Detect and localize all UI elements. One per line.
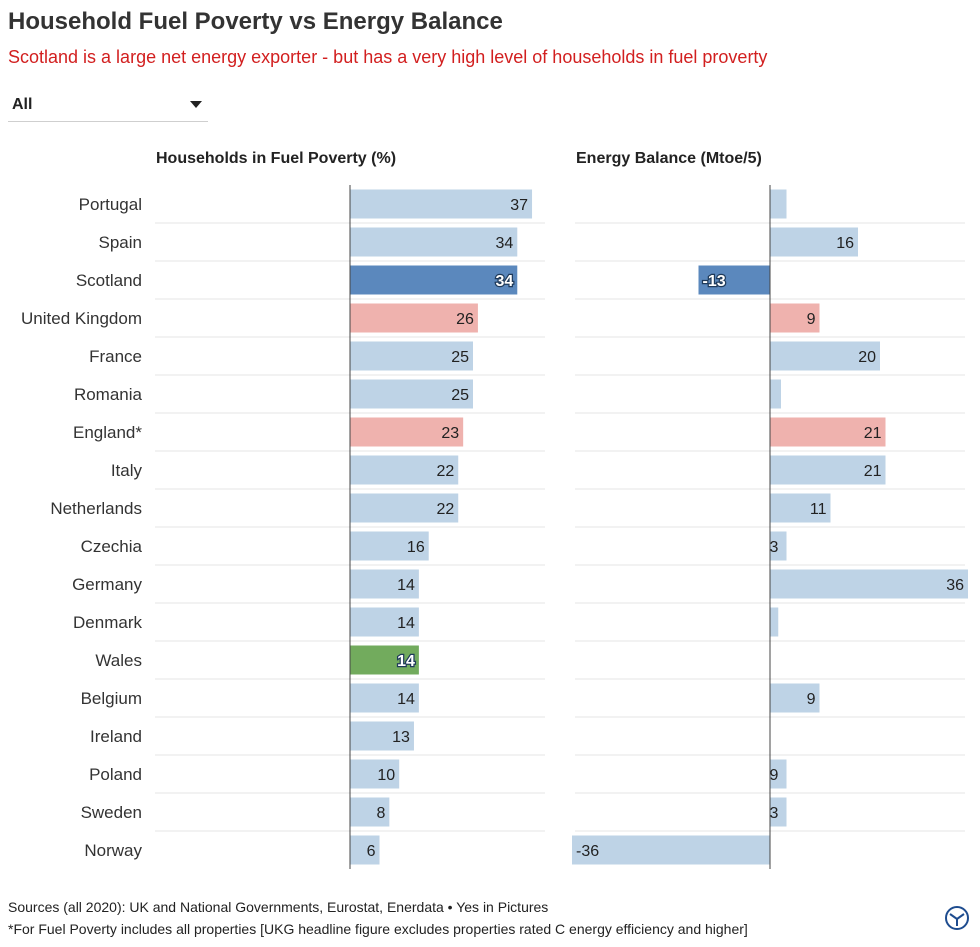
fuel-bar[interactable] (350, 759, 400, 789)
energy-bar[interactable] (770, 607, 779, 637)
energy-bar[interactable] (770, 455, 886, 485)
energy-bar[interactable] (770, 797, 787, 827)
energy-bar[interactable] (770, 227, 858, 257)
fuel-data-label: 22 (436, 463, 454, 480)
energy-bar[interactable] (770, 759, 787, 789)
category-label: Denmark (73, 613, 142, 632)
fuel-poverty-title: Households in Fuel Poverty (%) (156, 150, 397, 167)
energy-bar[interactable] (770, 417, 886, 447)
fuel-bar[interactable] (350, 265, 518, 295)
energy-bar[interactable] (770, 493, 831, 523)
fuel-data-label: 14 (397, 615, 415, 632)
energy-data-label: 9 (807, 311, 816, 328)
country-filter-dropdown[interactable]: All (8, 92, 208, 122)
fuel-data-label: 13 (392, 729, 410, 746)
fuel-bar[interactable] (350, 303, 478, 333)
fuel-bar[interactable] (350, 493, 459, 523)
fuel-data-label: 16 (407, 539, 425, 556)
category-label: Sweden (81, 803, 142, 822)
fuel-data-label: 34 (495, 235, 513, 252)
fuel-data-label: 26 (456, 311, 474, 328)
fuel-data-label: 8 (376, 805, 385, 822)
energy-data-label: 3 (770, 805, 779, 822)
category-label: Portugal (79, 195, 142, 214)
category-label: England* (73, 423, 142, 442)
fuel-bar[interactable] (350, 227, 518, 257)
footer-note: *For Fuel Poverty includes all propertie… (8, 921, 748, 937)
category-label: Czechia (81, 537, 143, 556)
energy-bar[interactable] (770, 531, 787, 561)
energy-bar[interactable] (770, 379, 781, 409)
energy-data-label: -13 (703, 273, 726, 290)
category-label: Ireland (90, 727, 142, 746)
energy-bar[interactable] (770, 341, 880, 371)
energy-data-label: 3 (770, 539, 779, 556)
category-label: Spain (99, 233, 142, 252)
category-label: Norway (84, 841, 142, 860)
energy-data-label: 16 (836, 235, 854, 252)
chevron-down-icon[interactable] (190, 101, 202, 108)
energy-data-label: 20 (858, 349, 876, 366)
fuel-data-label: 34 (495, 273, 513, 290)
energy-bar[interactable] (770, 683, 820, 713)
fuel-bar[interactable] (350, 683, 419, 713)
energy-data-label: 21 (864, 425, 882, 442)
energy-data-label: -36 (576, 843, 599, 860)
energy-data-label: 36 (946, 577, 964, 594)
energy-bar[interactable] (770, 569, 968, 599)
fuel-data-label: 14 (397, 653, 415, 670)
fuel-data-label: 37 (510, 197, 528, 214)
energy-data-label: 11 (810, 501, 827, 518)
energy-data-label: 9 (807, 691, 816, 708)
category-label: Belgium (81, 689, 142, 708)
fuel-data-label: 22 (436, 501, 454, 518)
fuel-bar[interactable] (350, 569, 419, 599)
category-label: United Kingdom (21, 309, 142, 328)
fuel-bar[interactable] (350, 417, 464, 447)
fuel-bar[interactable] (350, 341, 473, 371)
category-label: Germany (72, 575, 142, 594)
energy-bar[interactable] (698, 265, 771, 295)
fuel-data-label: 23 (441, 425, 459, 442)
paired-bar-chart: Portugal Spain Scotland United Kingdom Franc… (21, 185, 968, 869)
page-title: Household Fuel Poverty vs Energy Balance (8, 8, 503, 35)
fuel-bar[interactable] (350, 797, 390, 827)
fuel-bar[interactable] (350, 379, 473, 409)
fuel-data-label: 14 (397, 691, 415, 708)
fuel-bar[interactable] (350, 721, 414, 751)
category-label: Scotland (76, 271, 142, 290)
energy-data-label: 21 (864, 463, 882, 480)
energy-bar[interactable] (770, 189, 787, 219)
fuel-bar[interactable] (350, 189, 533, 219)
fuel-data-label: 25 (451, 387, 469, 404)
fuel-data-label: 14 (397, 577, 415, 594)
fuel-data-label: 10 (377, 767, 395, 784)
energy-data-label: 9 (770, 767, 779, 784)
category-label: Wales (95, 651, 142, 670)
yes-in-pictures-logo-icon (945, 906, 969, 930)
fuel-bar[interactable] (350, 531, 429, 561)
fuel-bar[interactable] (350, 835, 380, 865)
page-subtitle: Scotland is a large net energy exporter … (8, 47, 768, 67)
filter-selected-value: All (12, 96, 33, 113)
fuel-data-label: 25 (451, 349, 469, 366)
category-label: Italy (111, 461, 143, 480)
footer-sources: Sources (all 2020): UK and National Gove… (8, 899, 549, 915)
category-label: Poland (89, 765, 142, 784)
energy-bar[interactable] (572, 835, 770, 865)
category-label: Netherlands (50, 499, 142, 518)
energy-balance-title: Energy Balance (Mtoe/5) (576, 150, 762, 167)
fuel-bar[interactable] (350, 455, 459, 485)
fuel-data-label: 6 (367, 843, 376, 860)
fuel-bar[interactable] (350, 645, 419, 675)
fuel-bar[interactable] (350, 607, 419, 637)
energy-bar[interactable] (770, 303, 820, 333)
category-label: Romania (74, 385, 143, 404)
category-label: France (89, 347, 142, 366)
